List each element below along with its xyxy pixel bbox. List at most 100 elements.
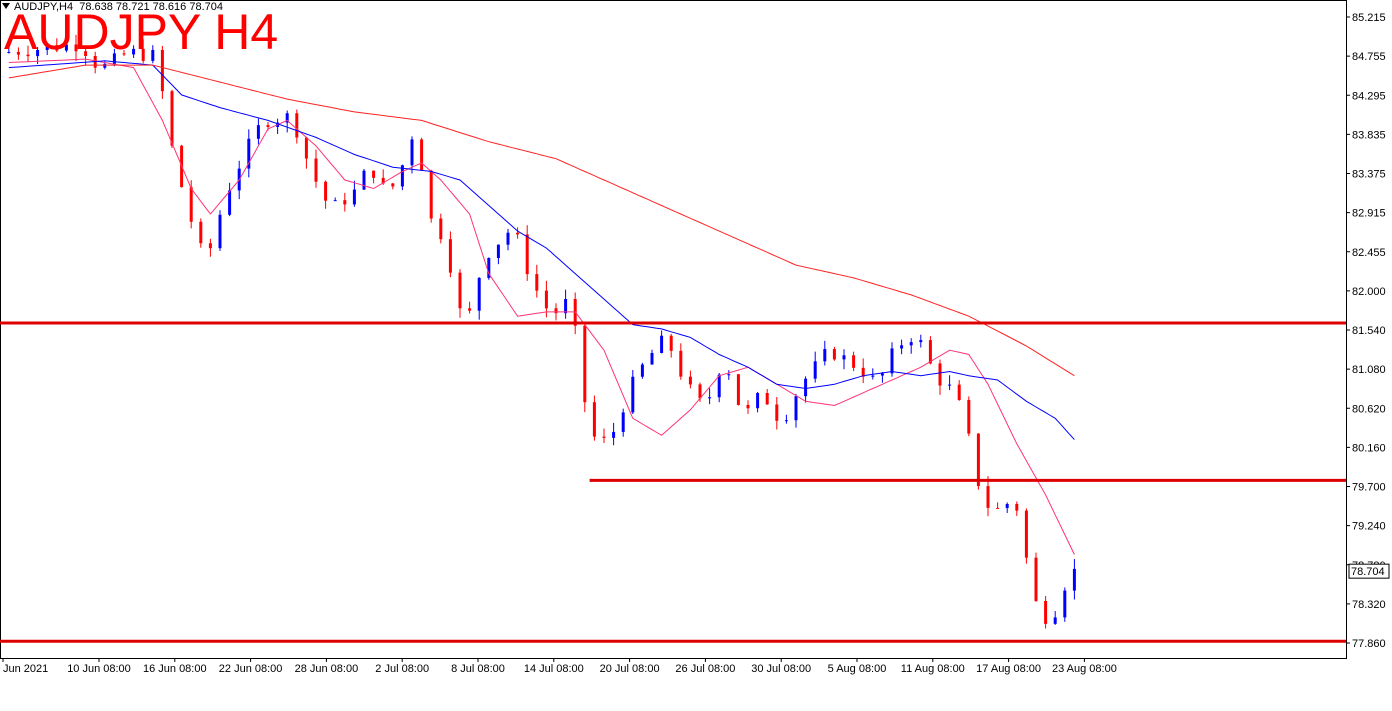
candle-body: [784, 420, 788, 422]
candle-body: [660, 335, 664, 353]
candle-body: [477, 277, 481, 311]
x-tick-label: 28 Jun 08:00: [295, 663, 359, 675]
price-tag-box: [1348, 563, 1390, 579]
symbol-info-line: AUDJPY,H4 78.638 78.721 78.616 78.704: [2, 1, 223, 13]
candle-body: [266, 125, 270, 127]
x-tick-label: 2 Jul 08:00: [375, 663, 429, 675]
candle-body: [26, 54, 30, 57]
y-tick-label: 80.160: [1352, 442, 1386, 454]
candle-body: [640, 364, 644, 377]
moving-averages: [8, 58, 1075, 555]
candle-body: [1034, 557, 1038, 601]
candle-body: [247, 138, 251, 169]
candle-body: [55, 45, 59, 51]
candle-body: [727, 374, 731, 376]
candle-body: [496, 244, 500, 259]
y-tick-label: 82.915: [1352, 208, 1386, 220]
current-price-tag: 78.704: [1348, 563, 1390, 579]
candle-body: [218, 214, 222, 249]
candle-body: [487, 258, 491, 278]
candle-body: [333, 200, 337, 202]
candle-body: [314, 158, 318, 182]
candle-body: [400, 165, 404, 187]
candle-body: [122, 53, 126, 55]
candle-body: [554, 308, 558, 314]
candle-body: [804, 378, 808, 397]
x-tick-label: 26 Jul 08:00: [675, 663, 735, 675]
candle-body: [285, 113, 289, 123]
candle-body: [468, 308, 472, 311]
candle-body: [880, 373, 884, 376]
candle-body: [458, 272, 462, 309]
candle-body: [208, 243, 212, 249]
y-tick-label: 84.295: [1352, 90, 1386, 102]
candle-body: [372, 170, 376, 178]
candle-body: [1053, 617, 1057, 624]
candle-body: [708, 397, 712, 399]
candle-body: [1015, 503, 1019, 511]
time-axis: Jun 2021 10 Jun 08:00 16 Jun 08:00 22 Jun 0…: [2, 658, 1117, 675]
candle-body: [1024, 510, 1028, 558]
candle-body: [583, 325, 587, 403]
candle-body: [295, 113, 299, 138]
symbol-timeframe: AUDJPY,H4: [14, 1, 74, 13]
candle-body: [352, 189, 356, 205]
candle-body: [381, 177, 385, 184]
y-tick-label: 81.540: [1352, 325, 1386, 337]
candle-body: [429, 170, 433, 219]
ohlc-values: 78.638 78.721 78.616 78.704: [79, 1, 223, 13]
price-axis: 85.215 84.755 84.295 83.835 83.375 82.915 82.4…: [1346, 12, 1386, 650]
candle-body: [324, 181, 328, 201]
candles: [7, 34, 1076, 629]
candle-body: [688, 376, 692, 385]
candle-body: [160, 49, 164, 92]
ma-line-slow: [8, 64, 1075, 377]
candle-body: [304, 137, 308, 159]
y-tick-label: 82.455: [1352, 247, 1386, 259]
candle-body: [112, 53, 116, 64]
y-tick-label: 80.620: [1352, 403, 1386, 415]
x-tick-label: 23 Aug 08:00: [1052, 663, 1117, 675]
candle-body: [621, 412, 625, 432]
candle-body: [506, 232, 510, 245]
ma-line-mid: [8, 60, 1075, 440]
candle-body: [650, 352, 654, 365]
candle-body: [986, 486, 990, 508]
candle-body: [362, 170, 366, 190]
candle-body: [852, 355, 856, 368]
candle-body: [525, 234, 529, 275]
y-tick-label: 83.375: [1352, 169, 1386, 181]
candle-body: [871, 375, 875, 377]
x-tick-label: 22 Jun 08:00: [219, 663, 283, 675]
candle-body: [612, 431, 616, 438]
candle-body: [938, 363, 942, 386]
x-tick-label: 20 Jul 08:00: [600, 663, 660, 675]
y-tick-label: 79.700: [1352, 482, 1386, 494]
candle-body: [756, 393, 760, 409]
candle-body: [1005, 503, 1009, 509]
price-tag-label: 78.704: [1351, 566, 1385, 578]
candle-body: [861, 367, 865, 377]
candle-body: [679, 350, 683, 377]
candle-body: [439, 218, 443, 240]
candle-body: [842, 355, 846, 360]
chart-title: AUDJPY H4: [4, 4, 279, 60]
candle-body: [151, 49, 155, 61]
y-tick-label: 84.755: [1352, 51, 1386, 63]
candle-body: [736, 374, 740, 405]
plot-frame: [0, 0, 1347, 659]
candle-body: [103, 63, 107, 68]
candle-body: [928, 340, 932, 364]
candle-body: [1063, 590, 1067, 618]
x-tick-label: 8 Jul 08:00: [451, 663, 505, 675]
candle-body: [564, 299, 568, 314]
candle-body: [420, 139, 424, 171]
candle-body: [900, 345, 904, 349]
horizontal-levels: [0, 321, 1346, 643]
y-tick-label: 79.240: [1352, 521, 1386, 533]
candle-body: [199, 221, 203, 244]
candle-body: [45, 45, 49, 50]
candle-body: [189, 187, 193, 222]
dropdown-triangle-icon[interactable]: [2, 3, 10, 9]
